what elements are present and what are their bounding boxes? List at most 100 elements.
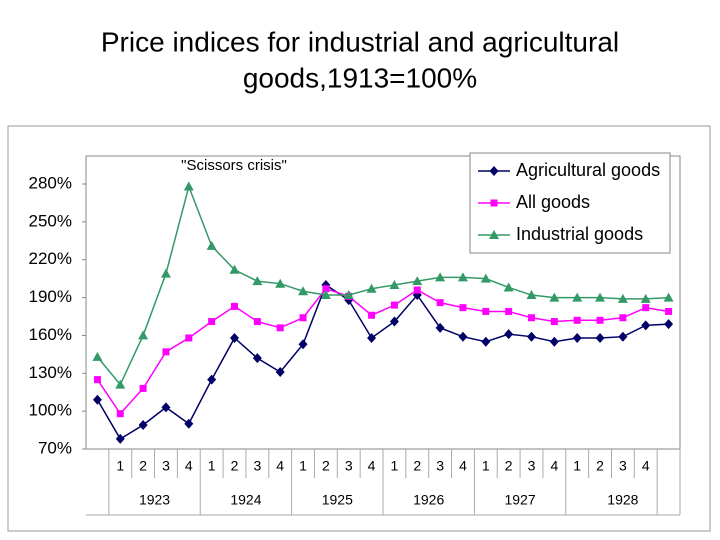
point: [435, 322, 445, 333]
point: [596, 316, 604, 324]
x-tick-label: 2: [505, 458, 513, 474]
x-tick-label: 3: [253, 458, 261, 474]
point: [115, 379, 126, 389]
legend-box: [469, 152, 671, 254]
point: [389, 279, 400, 289]
x-tick-label: 4: [185, 458, 193, 474]
point: [390, 301, 398, 309]
point: [116, 410, 124, 418]
point: [230, 332, 239, 343]
point: [367, 332, 377, 343]
point: [389, 316, 399, 327]
point: [115, 433, 125, 444]
x-tick-label: 3: [345, 458, 353, 474]
y-tick-label: 250%: [29, 211, 72, 230]
y-tick-label: 220%: [29, 249, 72, 268]
x-tick-label: 1: [299, 458, 307, 474]
point: [366, 283, 377, 293]
point: [298, 339, 308, 350]
x-tick-label: 2: [413, 458, 421, 474]
point: [320, 290, 331, 300]
point: [275, 367, 285, 378]
point: [275, 278, 286, 288]
legend-label: Agricultural goods: [516, 160, 660, 180]
series-line: [96, 184, 669, 387]
x-tick-label: 1: [573, 458, 581, 474]
point: [208, 318, 216, 326]
x-group-label: 1928: [607, 492, 638, 508]
point: [481, 336, 491, 347]
point: [298, 286, 309, 296]
x-tick-label: 3: [619, 458, 627, 474]
x-tick-label: 2: [231, 458, 239, 474]
point: [549, 336, 559, 347]
point: [253, 318, 261, 326]
point: [490, 199, 498, 207]
point: [229, 264, 240, 274]
x-group-label: 1926: [413, 492, 444, 508]
point: [595, 292, 606, 302]
point: [549, 292, 560, 302]
point: [436, 299, 444, 307]
point: [642, 304, 650, 312]
point: [299, 314, 307, 322]
point: [185, 334, 193, 342]
series-line: [96, 287, 669, 415]
point: [184, 418, 194, 429]
point: [183, 181, 194, 191]
chart-title: goods,1913=100%: [243, 62, 477, 93]
point: [482, 307, 490, 315]
x-tick-label: 4: [550, 458, 558, 474]
legend-label: Industrial goods: [516, 224, 643, 244]
point: [618, 331, 628, 342]
x-tick-label: 2: [322, 458, 330, 474]
point: [368, 311, 376, 319]
point: [480, 273, 491, 283]
point: [572, 332, 582, 343]
x-tick-label: 4: [276, 458, 284, 474]
point: [252, 353, 262, 364]
point: [457, 272, 468, 282]
y-tick-label: 190%: [29, 287, 72, 306]
point: [526, 290, 537, 300]
point: [573, 316, 581, 324]
point: [665, 307, 673, 315]
point: [664, 319, 674, 330]
point: [413, 286, 421, 294]
point: [252, 276, 263, 286]
point: [206, 240, 217, 250]
legend-label: All goods: [516, 192, 590, 212]
x-tick-label: 2: [139, 458, 147, 474]
x-group-label: 1924: [230, 492, 261, 508]
point: [92, 351, 103, 361]
point: [458, 331, 468, 342]
chart-title: Price indices for industrial and agricul…: [101, 26, 619, 57]
x-tick-label: 1: [116, 458, 124, 474]
y-tick-label: 130%: [29, 363, 72, 382]
x-tick-label: 1: [391, 458, 399, 474]
point: [640, 293, 651, 303]
x-tick-label: 2: [596, 458, 604, 474]
point: [550, 318, 558, 326]
point: [322, 285, 330, 293]
point: [161, 402, 171, 413]
point: [617, 293, 628, 303]
point: [231, 302, 238, 310]
point: [595, 332, 605, 343]
x-tick-label: 3: [528, 458, 536, 474]
x-group-label: 1927: [504, 492, 535, 508]
point: [663, 292, 674, 302]
x-group-label: 1923: [139, 492, 170, 508]
point: [343, 290, 354, 300]
point: [138, 420, 148, 431]
point: [162, 348, 170, 356]
point: [572, 292, 583, 302]
y-tick-label: 70%: [38, 438, 72, 457]
point: [489, 166, 499, 176]
point: [207, 374, 217, 385]
x-tick-label: 4: [642, 458, 650, 474]
point: [276, 324, 284, 332]
point: [489, 230, 499, 239]
y-tick-label: 100%: [29, 401, 72, 420]
point: [160, 268, 171, 278]
